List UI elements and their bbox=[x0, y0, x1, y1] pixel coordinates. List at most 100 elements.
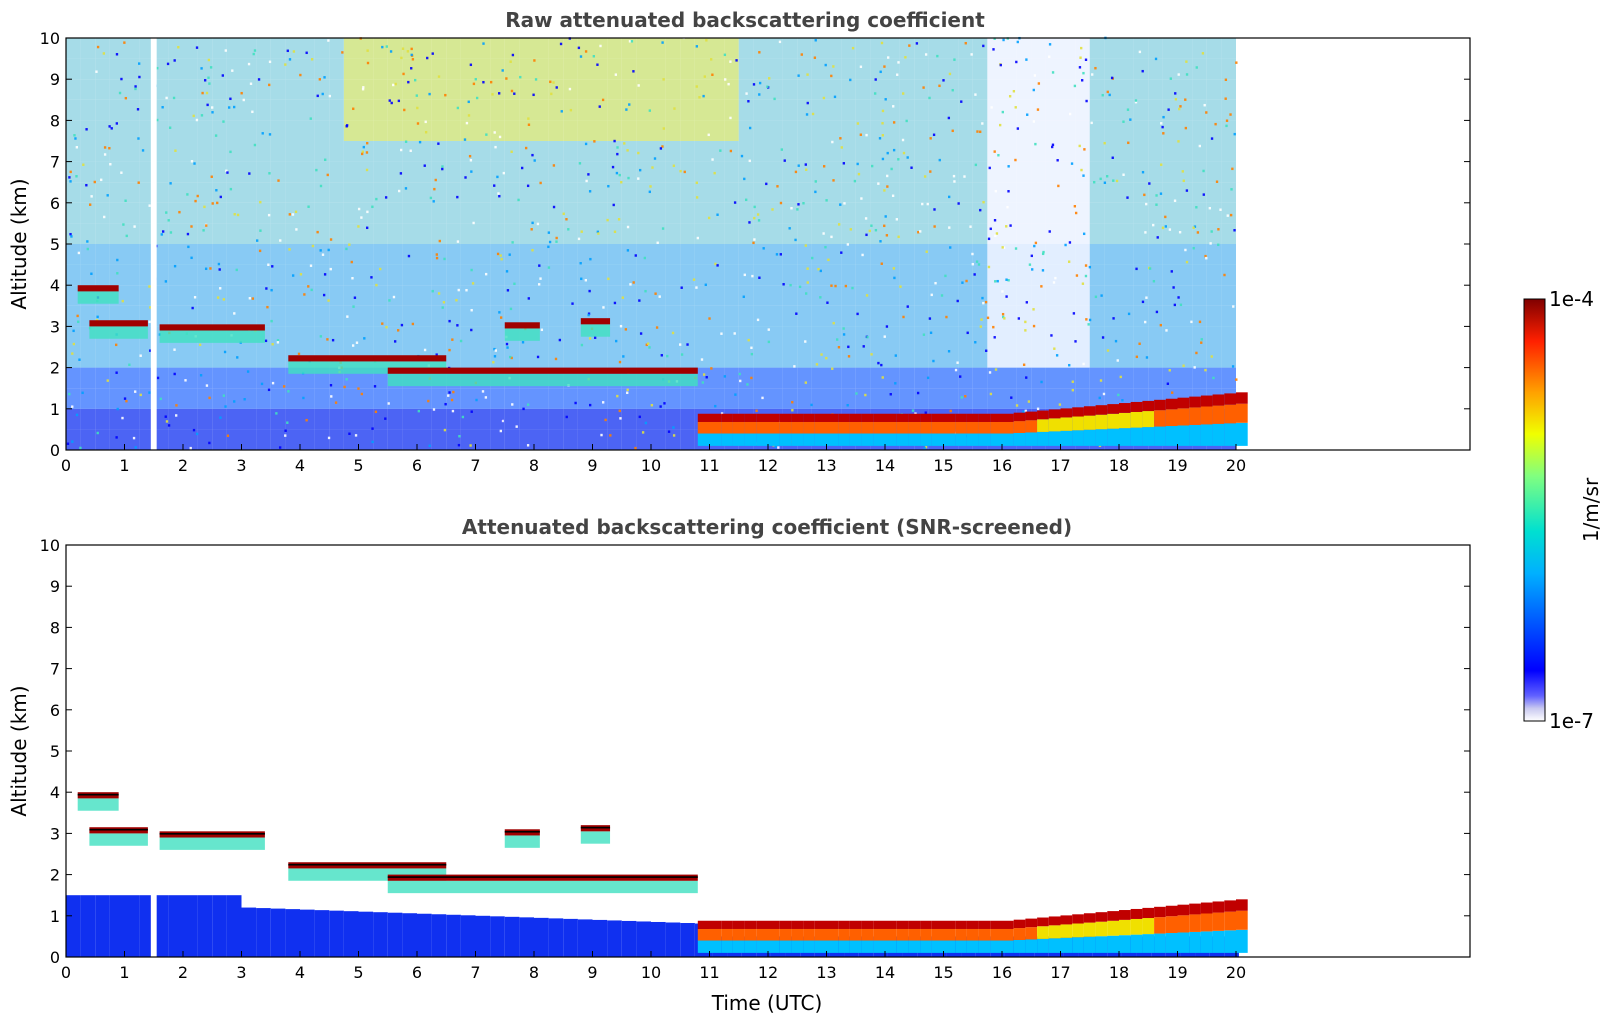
noise-cell bbox=[519, 244, 534, 265]
noise-speckle bbox=[1016, 40, 1019, 44]
noise-cell bbox=[870, 79, 885, 100]
noise-cell bbox=[1162, 120, 1178, 141]
noise-cell bbox=[680, 120, 695, 141]
noise-speckle bbox=[748, 221, 751, 224]
noise-cell bbox=[285, 305, 300, 327]
noise-speckle bbox=[1036, 108, 1040, 111]
noise-cell bbox=[139, 285, 154, 306]
noise-cell bbox=[475, 347, 491, 368]
noise-cell bbox=[270, 99, 286, 121]
noise-speckle bbox=[824, 63, 827, 67]
noise-cell bbox=[80, 182, 96, 203]
y-tick-label: 5 bbox=[50, 235, 60, 254]
boundary-layer-cell bbox=[697, 421, 710, 434]
noise-speckle bbox=[539, 181, 542, 185]
noise-speckle bbox=[883, 224, 886, 228]
noise-cell bbox=[841, 388, 856, 409]
noise-speckle bbox=[600, 433, 603, 437]
boundary-layer-cell bbox=[885, 920, 897, 929]
noise-cell bbox=[1104, 326, 1119, 347]
noise-cell bbox=[724, 244, 739, 265]
noise-cell bbox=[1089, 326, 1105, 347]
noise-speckle bbox=[360, 392, 364, 396]
noise-speckle bbox=[755, 409, 758, 413]
noise-cell bbox=[563, 285, 578, 306]
noise-cell bbox=[270, 244, 286, 265]
noise-cell bbox=[358, 305, 374, 327]
noise-speckle bbox=[806, 281, 809, 284]
noise-cell bbox=[753, 141, 768, 162]
noise-cell bbox=[153, 244, 169, 265]
noise-speckle bbox=[103, 215, 106, 219]
noise-speckle bbox=[1225, 119, 1229, 122]
boundary-layer-cell bbox=[1142, 907, 1155, 919]
noise-speckle bbox=[1071, 388, 1074, 392]
boundary-layer-cell bbox=[779, 433, 792, 446]
noise-cell bbox=[431, 326, 447, 347]
noise-cell bbox=[768, 367, 783, 389]
noise-cell bbox=[490, 223, 505, 244]
boundary-layer-cell bbox=[1224, 900, 1236, 912]
noise-cell bbox=[1221, 99, 1236, 121]
noise-cell bbox=[417, 223, 432, 244]
noise-speckle bbox=[729, 116, 732, 120]
noise-speckle bbox=[881, 157, 885, 161]
noise-speckle bbox=[193, 296, 197, 299]
noise-cell bbox=[95, 38, 110, 59]
snr-screened-panel: Attenuated backscattering coefficient (S… bbox=[7, 515, 1471, 1015]
noise-speckle bbox=[758, 81, 762, 85]
noise-speckle bbox=[579, 262, 582, 265]
noise-speckle bbox=[585, 179, 588, 183]
noise-speckle bbox=[1052, 281, 1056, 284]
noise-speckle bbox=[299, 273, 303, 276]
noise-speckle bbox=[141, 149, 145, 152]
noise-cell bbox=[534, 120, 549, 141]
noise-cell bbox=[1148, 161, 1163, 183]
noise-speckle bbox=[565, 218, 568, 221]
noise-speckle bbox=[602, 306, 605, 309]
noise-cell bbox=[256, 367, 271, 389]
noise-speckle bbox=[607, 277, 610, 281]
boundary-layer-cell bbox=[791, 421, 804, 434]
noise-cell bbox=[987, 120, 1002, 141]
noise-cell bbox=[592, 244, 608, 265]
noise-speckle bbox=[452, 390, 455, 394]
noise-speckle bbox=[1200, 341, 1203, 344]
noise-cell bbox=[724, 223, 739, 244]
noise-speckle bbox=[106, 194, 109, 197]
noise-speckle bbox=[979, 208, 982, 212]
noise-speckle bbox=[956, 361, 959, 364]
noise-speckle bbox=[992, 325, 995, 329]
noise-cell bbox=[343, 326, 359, 347]
noise-speckle bbox=[974, 341, 977, 344]
noise-speckle bbox=[116, 272, 119, 275]
y-tick-label: 4 bbox=[50, 783, 60, 802]
noise-cell bbox=[95, 408, 110, 430]
noise-cell bbox=[958, 244, 973, 265]
noise-cell bbox=[1119, 264, 1134, 286]
noise-cell bbox=[109, 120, 125, 141]
noise-speckle bbox=[404, 140, 408, 143]
noise-cell bbox=[139, 58, 154, 80]
noise-cell bbox=[1133, 79, 1149, 100]
noise-cell bbox=[621, 141, 637, 162]
noise-cell bbox=[197, 429, 213, 450]
noise-cell bbox=[1045, 141, 1061, 162]
noise-cell bbox=[1060, 367, 1076, 389]
noise-speckle bbox=[531, 221, 534, 225]
noise-speckle bbox=[1185, 60, 1188, 63]
noise-cell bbox=[943, 38, 959, 59]
noise-cell bbox=[241, 182, 257, 203]
boundary-layer-cell bbox=[896, 920, 909, 929]
noise-speckle bbox=[1040, 380, 1043, 384]
noise-cell bbox=[153, 161, 169, 183]
noise-speckle bbox=[1205, 111, 1208, 114]
noise-speckle bbox=[521, 166, 524, 170]
noise-cell bbox=[841, 161, 856, 183]
noise-speckle bbox=[1165, 329, 1168, 332]
noise-cell bbox=[1133, 326, 1149, 347]
noise-cell bbox=[1119, 141, 1134, 162]
boundary-layer-cell bbox=[1095, 414, 1108, 430]
noise-speckle bbox=[195, 118, 199, 122]
noise-cell bbox=[519, 223, 534, 244]
